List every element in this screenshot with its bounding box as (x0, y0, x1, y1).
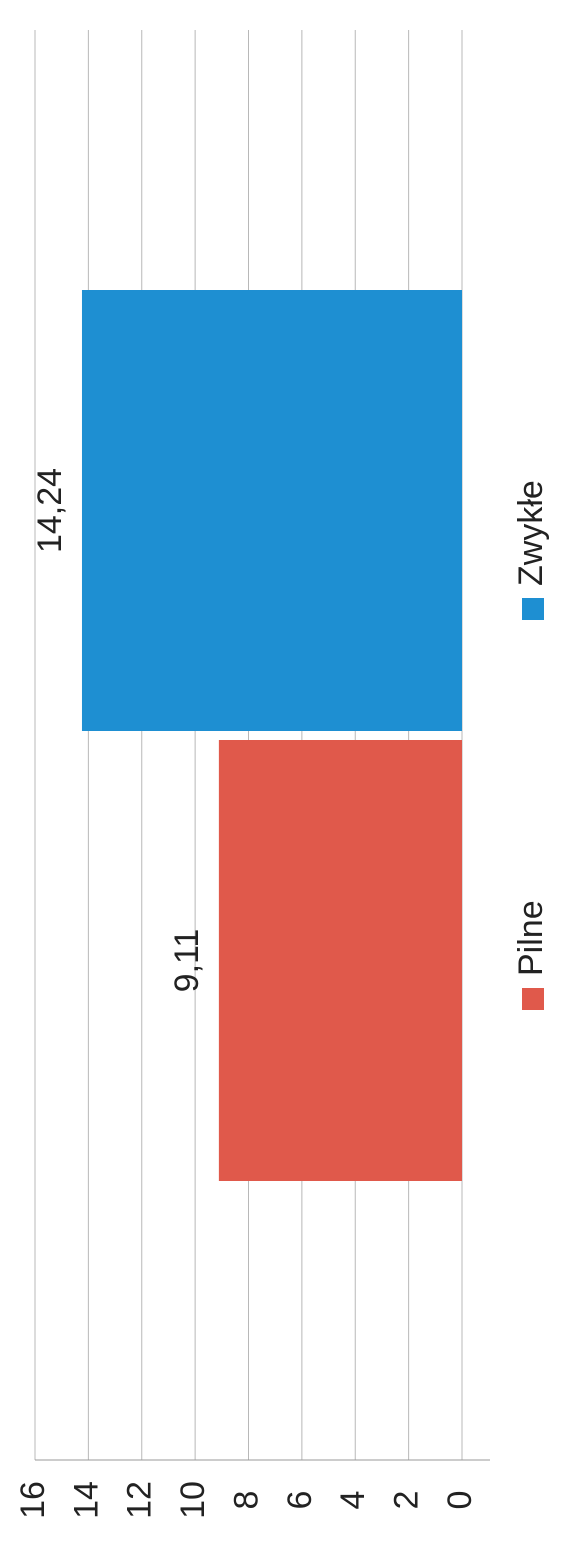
y-tick-label: 14 (67, 1481, 105, 1519)
legend-swatch (522, 988, 544, 1010)
y-tick-label: 10 (174, 1481, 212, 1519)
legend-swatch (522, 598, 544, 620)
data-label: 14,24 (31, 468, 69, 553)
y-tick-label: 2 (388, 1491, 426, 1510)
y-tick-label: 0 (441, 1491, 479, 1510)
bar (218, 740, 462, 1181)
y-tick-label: 16 (14, 1481, 52, 1519)
data-label: 9,11 (168, 929, 206, 993)
y-tick-label: 6 (281, 1491, 319, 1510)
legend-label: Zwykłe (512, 480, 550, 586)
y-tick-label: 12 (121, 1481, 159, 1519)
y-tick-label: 8 (227, 1491, 265, 1510)
legend-label: Pilne (512, 900, 550, 976)
y-tick-label: 4 (334, 1491, 372, 1510)
bar (81, 290, 462, 731)
